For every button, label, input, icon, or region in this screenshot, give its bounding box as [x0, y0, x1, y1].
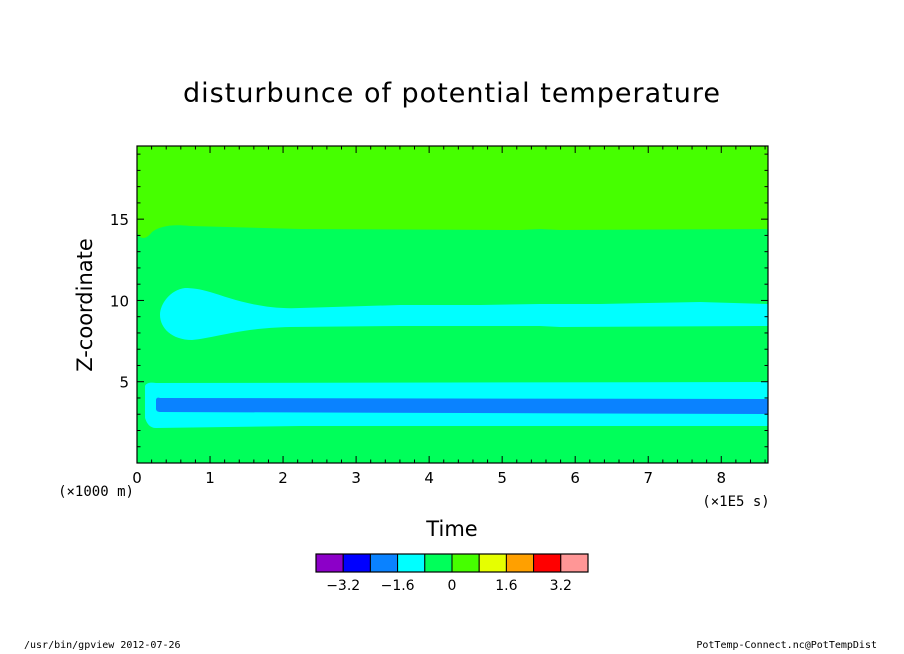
x-tick-label: 8: [716, 469, 726, 487]
colorbar-swatch: [560, 553, 589, 573]
colorbar-swatch: [397, 553, 426, 573]
x-tick-label: 7: [643, 469, 653, 487]
colorbar-tick-label: 0: [448, 578, 457, 594]
colorbar-tick-label: 1.6: [495, 578, 517, 594]
x-tick-label: 0: [132, 469, 142, 487]
y-axis-ticks: 5 10 15: [110, 153, 768, 448]
band-cyan-mid: [160, 288, 768, 340]
band-upper-zero: [137, 225, 768, 463]
x-axis-label: Time: [425, 517, 477, 541]
colorbar-swatch: [424, 553, 453, 573]
y-axis-label: Z-coordinate: [73, 238, 97, 372]
colorbar-swatch: [505, 553, 535, 573]
plot-area: 0 1 2 3 4 5 6 7 8 5 10 15: [110, 145, 769, 487]
x-unit-label: (×1E5 s): [702, 494, 769, 510]
colorbar-frame: [315, 553, 589, 573]
colorbar-swatch: [342, 553, 371, 573]
y-tick-label: 10: [110, 292, 129, 310]
colorbar-swatch: [369, 553, 399, 573]
plot-frame: [136, 145, 769, 464]
colorbar-tick-label: −3.2: [326, 578, 360, 594]
y-tick-label: 15: [110, 211, 129, 229]
colorbar-swatch: [533, 553, 562, 573]
x-axis-ticks: 0 1 2 3 4 5 6 7 8: [132, 146, 766, 487]
band-blue-core: [156, 397, 768, 414]
colorbar-swatch: [451, 553, 480, 573]
x-tick-label: 3: [351, 469, 361, 487]
y-tick-label: 5: [119, 374, 129, 392]
colorbar-swatch: [478, 553, 507, 573]
y-unit-label: (×1000 m): [58, 484, 134, 500]
footer-left: /usr/bin/gpview 2012-07-26: [24, 640, 181, 651]
x-tick-label: 2: [278, 469, 288, 487]
x-tick-label: 5: [497, 469, 507, 487]
chart-title: disturbunce of potential temperature: [183, 78, 721, 109]
colorbar-tick-label: −1.6: [381, 578, 415, 594]
colorbar-swatch: [315, 553, 344, 573]
footer-right: PotTemp-Connect.nc@PotTempDist: [696, 640, 877, 651]
colorbar: −3.2 −1.6 0 1.6 3.2: [315, 553, 589, 594]
x-tick-label: 6: [570, 469, 580, 487]
x-tick-label: 4: [424, 469, 434, 487]
colorbar-tick-label: 3.2: [550, 578, 572, 594]
x-tick-label: 1: [205, 469, 215, 487]
